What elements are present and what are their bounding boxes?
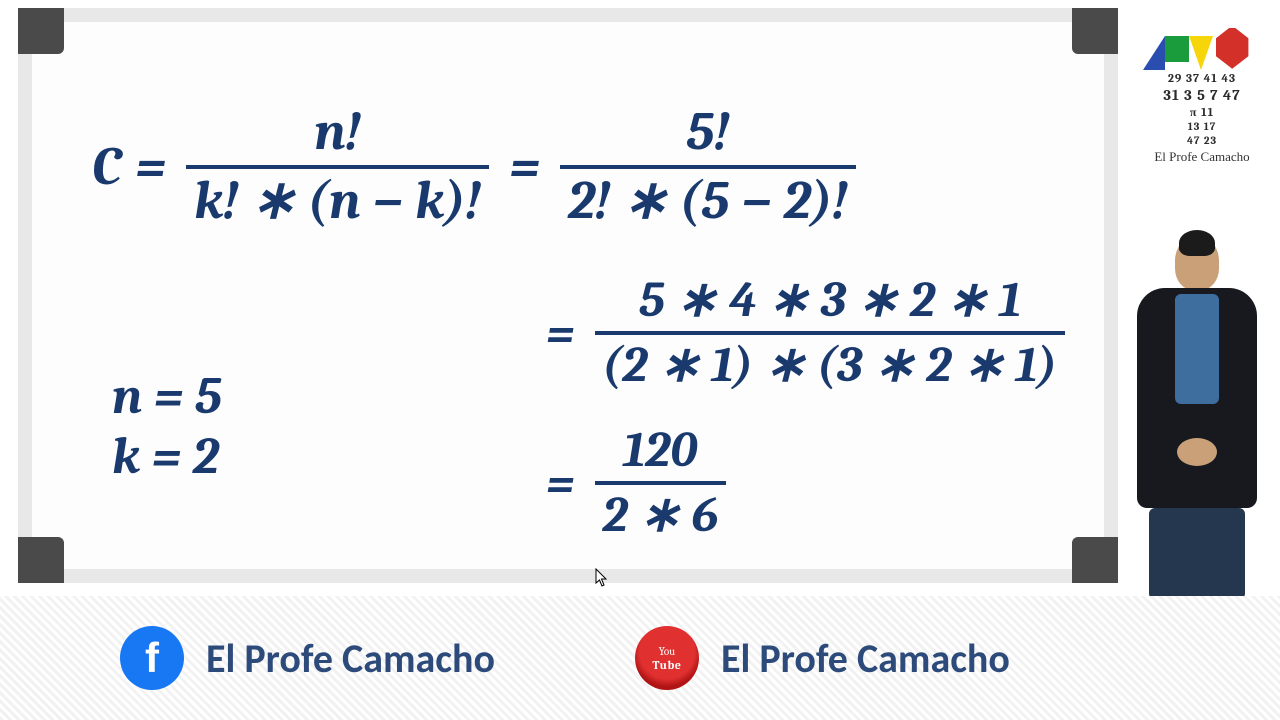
equals-sign: = — [546, 304, 575, 362]
fraction-step2: 5 ∗ 4 ∗ 3 ∗ 2 ∗ 1 (2 ∗ 1) ∗ (3 ∗ 2 ∗ 1) — [595, 272, 1066, 393]
logo-numbers-5: 47 23 — [1142, 135, 1262, 147]
numerator: 5 ∗ 4 ∗ 3 ∗ 2 ∗ 1 — [631, 272, 1029, 329]
presenter-legs — [1149, 508, 1245, 598]
logo-numbers-3: π 11 — [1142, 106, 1262, 119]
numerator: 5! — [678, 102, 738, 163]
logo-numbers-4: 13 17 — [1142, 121, 1262, 133]
lhs-c: C — [92, 135, 121, 198]
board-corner — [18, 537, 64, 583]
logo-shapes — [1142, 28, 1262, 70]
combination-formula-row3: = 120 2 ∗ 6 — [532, 422, 732, 543]
fraction-bar — [595, 331, 1066, 335]
presenter-body — [1137, 288, 1257, 508]
numerator: 120 — [615, 422, 705, 479]
logo-numbers-1: 29 37 41 43 — [1142, 72, 1262, 85]
board-corner — [18, 8, 64, 54]
numerator: n! — [306, 102, 369, 163]
presenter-head — [1175, 236, 1219, 290]
channel-logo: 29 37 41 43 31 3 5 7 47 π 11 13 17 47 23… — [1142, 28, 1262, 165]
fraction-bar — [595, 481, 727, 485]
denominator: (2 ∗ 1) ∗ (3 ∗ 2 ∗ 1) — [595, 337, 1066, 394]
facebook-icon: f — [120, 626, 184, 690]
fraction-generic: n! k! ∗ (n − k)! — [186, 102, 489, 231]
equals-sign: = — [135, 135, 166, 198]
var-k: k = 2 — [112, 427, 222, 487]
youtube-icon-text-top: You — [659, 645, 675, 658]
fraction-step3: 120 2 ∗ 6 — [595, 422, 727, 543]
fraction-step1: 5! 2! ∗ (5 − 2)! — [560, 102, 856, 231]
social-bar: f El Profe Camacho You Tube El Profe Cam… — [0, 596, 1280, 720]
denominator: 2 ∗ 6 — [595, 487, 727, 544]
var-n: n = 5 — [112, 367, 222, 427]
whiteboard: C = n! k! ∗ (n − k)! = 5! 2! ∗ (5 − 2)! … — [18, 8, 1118, 583]
facebook-label: El Profe Camacho — [206, 634, 495, 683]
youtube-icon: You Tube — [635, 626, 699, 690]
combination-formula-row1: C = n! k! ∗ (n − k)! = 5! 2! ∗ (5 − 2)! — [92, 102, 862, 231]
equals-sign: = — [546, 454, 575, 512]
board-corner — [1072, 8, 1118, 54]
equals-sign: = — [509, 135, 540, 198]
youtube-label: El Profe Camacho — [721, 634, 1010, 683]
logo-numbers-2: 31 3 5 7 47 — [1142, 87, 1262, 104]
denominator: 2! ∗ (5 − 2)! — [560, 171, 856, 232]
board-corner — [1072, 537, 1118, 583]
combination-formula-row2: = 5 ∗ 4 ∗ 3 ∗ 2 ∗ 1 (2 ∗ 1) ∗ (3 ∗ 2 ∗ 1… — [532, 272, 1071, 393]
presenter-hands — [1177, 438, 1217, 466]
logo-caption: El Profe Camacho — [1142, 149, 1262, 165]
facebook-link[interactable]: f El Profe Camacho — [120, 626, 495, 690]
presenter-figure — [1132, 236, 1262, 596]
variable-assignments: n = 5 k = 2 — [112, 367, 222, 487]
presenter-hair — [1179, 230, 1215, 256]
presenter-shirt — [1175, 294, 1219, 404]
denominator: k! ∗ (n − k)! — [186, 171, 489, 232]
youtube-icon-text-bottom: Tube — [652, 658, 681, 672]
youtube-link[interactable]: You Tube El Profe Camacho — [635, 626, 1010, 690]
